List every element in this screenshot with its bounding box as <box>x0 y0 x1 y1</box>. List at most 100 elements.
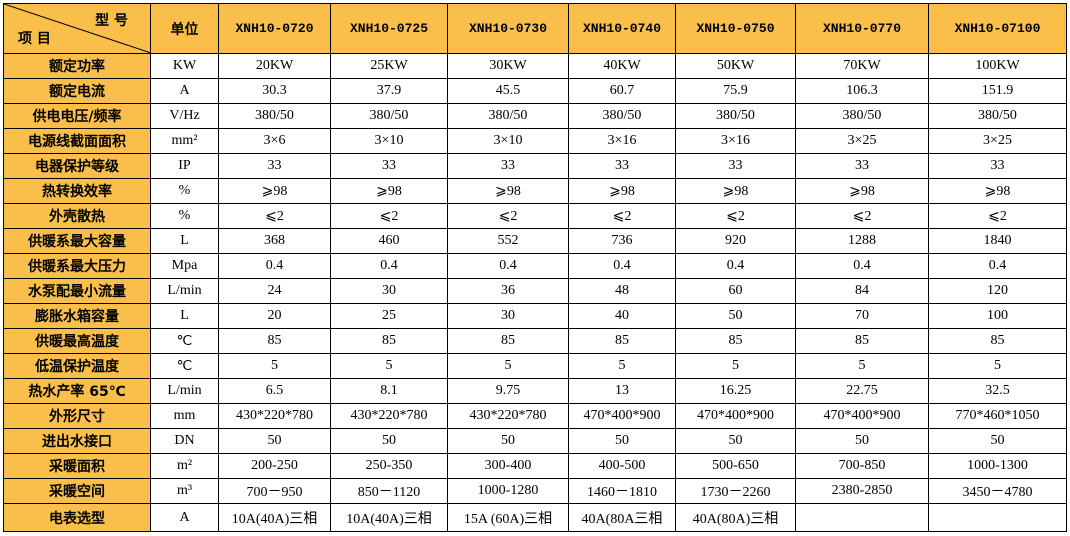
unit-cell: ℃ <box>150 353 219 379</box>
value-cell: 500-650 <box>675 453 796 479</box>
value-cell: ⩾98 <box>218 178 331 204</box>
value-cell: 40A(80A)三相 <box>675 503 796 532</box>
table-row: 电表选型 A 10A(40A)三相 10A(40A)三相 15A (60A)三相 40A(… <box>3 503 1067 532</box>
value-cell: 33 <box>218 153 331 179</box>
value-cell: 9.75 <box>447 378 569 404</box>
table-row: 外壳散热% ⩽2 ⩽2 ⩽2 ⩽2 ⩽2 ⩽2 ⩽2 <box>3 203 1067 229</box>
row-label: 外形尺寸 <box>3 403 151 429</box>
value-cell: 380/50 <box>928 103 1067 129</box>
table-row: 额定功率 KW 20KW 25KW 30KW 40KW 50KW 70KW 100KW <box>3 53 1067 79</box>
value-cell <box>795 503 929 532</box>
model-header: XNH10-0725 <box>330 3 448 54</box>
unit-cell: A <box>150 78 219 104</box>
row-label: 热水产率 65℃ <box>3 378 151 404</box>
value-cell: 1000-1300 <box>928 453 1067 479</box>
table-row: 供暖系最大压力 Mpa 0.4 0.4 0.4 0.4 0.4 0.4 0.4 <box>3 253 1067 279</box>
value-cell: 100KW <box>928 53 1067 79</box>
unit-cell: ℃ <box>150 328 219 354</box>
unit-header: 单位 <box>150 3 219 54</box>
diagonal <box>4 4 150 53</box>
model-header: XNH10-0730 <box>447 3 569 54</box>
value-cell: 60.7 <box>568 78 676 104</box>
value-cell: 32.5 <box>928 378 1067 404</box>
unit-cell: mm <box>150 403 219 429</box>
row-label: 热转换效率 <box>3 178 151 204</box>
row-label: 电源线截面面积 <box>3 128 151 154</box>
row-label: 低温保护温度 <box>3 353 151 379</box>
value-cell: 430*220*780 <box>218 403 331 429</box>
unit-cell: DN <box>150 428 219 454</box>
table-row: 水泵配最小流量 L/min 24 30 36 48 60 84 120 <box>3 278 1067 304</box>
value-cell: 20 <box>218 303 331 329</box>
value-cell: 85 <box>928 328 1067 354</box>
value-cell: 30.3 <box>218 78 331 104</box>
value-cell: 15A (60A)三相 <box>447 503 569 532</box>
corner-bottom: 项 目 <box>18 31 51 47</box>
value-cell: 37.9 <box>330 78 448 104</box>
value-cell: 470*400*900 <box>795 403 929 429</box>
value-cell: 700-850 <box>795 453 929 479</box>
value-cell: 40KW <box>568 53 676 79</box>
value-cell: 8.1 <box>330 378 448 404</box>
value-cell: 50 <box>675 428 796 454</box>
value-cell: 33 <box>568 153 676 179</box>
value-cell: 0.4 <box>675 253 796 279</box>
value-cell: 30 <box>447 303 569 329</box>
row-label: 额定功率 <box>3 53 151 79</box>
value-cell: 5 <box>568 353 676 379</box>
model-header: XNH10-0740 <box>568 3 676 54</box>
unit-cell: A <box>150 503 219 532</box>
value-cell: 380/50 <box>447 103 569 129</box>
value-cell: 120 <box>928 278 1067 304</box>
value-cell: 380/50 <box>795 103 929 129</box>
value-cell: 0.4 <box>447 253 569 279</box>
value-cell: 380/50 <box>218 103 331 129</box>
row-label: 供电电压/频率 <box>3 103 151 129</box>
value-cell: 380/50 <box>675 103 796 129</box>
value-cell: 400-500 <box>568 453 676 479</box>
table-row: 额定电流 A 30.3 37.9 45.5 60.7 75.9 106.3 151.9 <box>3 78 1067 104</box>
value-cell: ⩽2 <box>568 203 676 229</box>
row-label: 外壳散热 <box>3 203 151 229</box>
value-cell: 736 <box>568 228 676 254</box>
value-cell: 50 <box>218 428 331 454</box>
value-cell: ⩾98 <box>795 178 929 204</box>
value-cell: 200-250 <box>218 453 331 479</box>
value-cell: 50 <box>928 428 1067 454</box>
table-row: 供暖最高温度 ℃ 85 85 85 85 85 85 85 <box>3 328 1067 354</box>
corner: 型 号 项 目 <box>4 4 150 53</box>
value-cell: 5 <box>795 353 929 379</box>
value-cell: 30 <box>330 278 448 304</box>
value-cell: 470*400*900 <box>568 403 676 429</box>
value-cell: 5 <box>447 353 569 379</box>
table-row: 供暖系最大容量 L 368 460 552 736 920 1288 1840 <box>3 228 1067 254</box>
value-cell: 470*400*900 <box>675 403 796 429</box>
model-header: XNH10-0720 <box>218 3 331 54</box>
row-label: 供暖最高温度 <box>3 328 151 354</box>
value-cell: 50KW <box>675 53 796 79</box>
value-cell: 6.5 <box>218 378 331 404</box>
value-cell: 2380-2850 <box>795 478 929 504</box>
value-cell: 40A(80A三相 <box>568 503 676 532</box>
value-cell: 920 <box>675 228 796 254</box>
value-cell: 50 <box>568 428 676 454</box>
table-row: 供电电压/频率 V/Hz 380/50 380/50 380/50 380/50 380/5… <box>3 103 1067 129</box>
value-cell: 1460－1810 <box>568 478 676 504</box>
value-cell: 50 <box>330 428 448 454</box>
value-cell: ⩽2 <box>928 203 1067 229</box>
value-cell: 3×16 <box>568 128 676 154</box>
value-cell: ⩽2 <box>795 203 929 229</box>
value-cell: 0.4 <box>218 253 331 279</box>
value-cell: 380/50 <box>330 103 448 129</box>
value-cell: 50 <box>675 303 796 329</box>
value-cell: ⩽2 <box>218 203 331 229</box>
value-cell: 0.4 <box>568 253 676 279</box>
unit-cell: mm² <box>150 128 219 154</box>
value-cell: 70 <box>795 303 929 329</box>
row-label: 进出水接口 <box>3 428 151 454</box>
value-cell: ⩾98 <box>928 178 1067 204</box>
table-row: 低温保护温度 ℃ 5 5 5 5 5 5 5 <box>3 353 1067 379</box>
value-cell: ⩾98 <box>675 178 796 204</box>
value-cell: 100 <box>928 303 1067 329</box>
